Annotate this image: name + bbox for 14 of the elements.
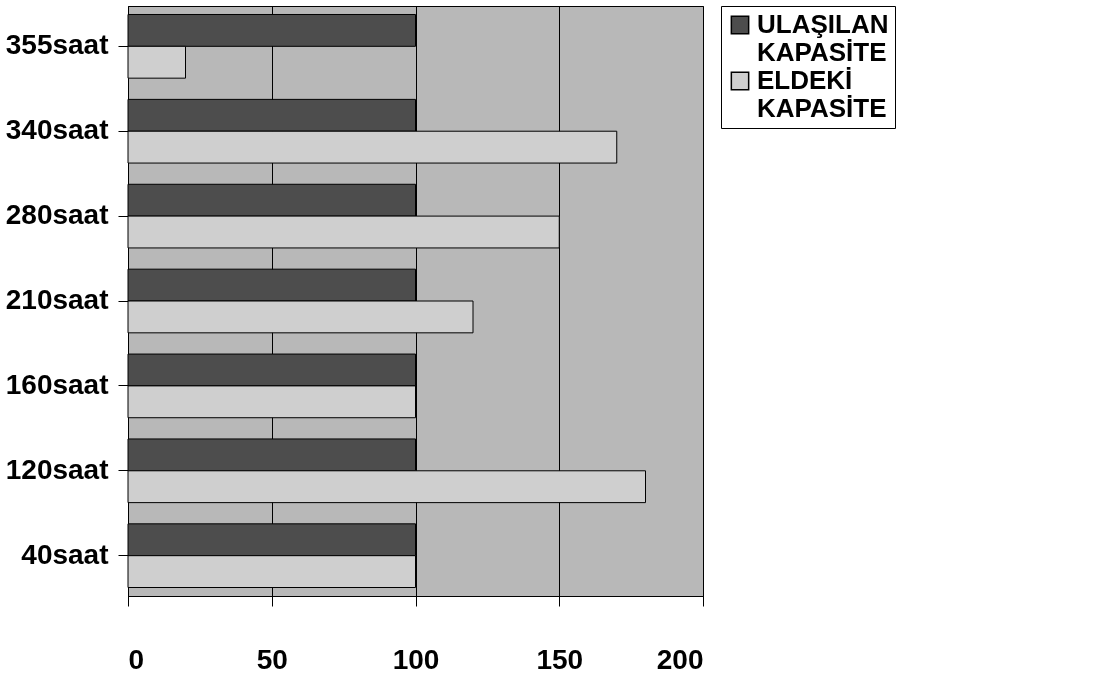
x-tick-label: 150 [536,643,584,675]
y-tick-label: 40saat [21,538,109,570]
y-tick-label: 210saat [5,284,109,315]
y-tick-label: 160saat [5,368,109,400]
y-tick-label: 340saat [5,114,109,146]
x-tick-label: 100 [392,643,440,675]
legend-label: ELDEKİ KAPASİTE [757,65,887,123]
y-tick-label: 355saat [5,29,109,61]
x-tick-label: 200 [656,643,704,675]
y-tick-label: 120saat [5,453,109,485]
x-tick-label: 50 [256,643,288,675]
x-tick-label: 0 [128,643,145,675]
legend-label: ULAŞILAN KAPASİTE [757,9,889,67]
y-tick-label: 280saat [5,199,109,231]
